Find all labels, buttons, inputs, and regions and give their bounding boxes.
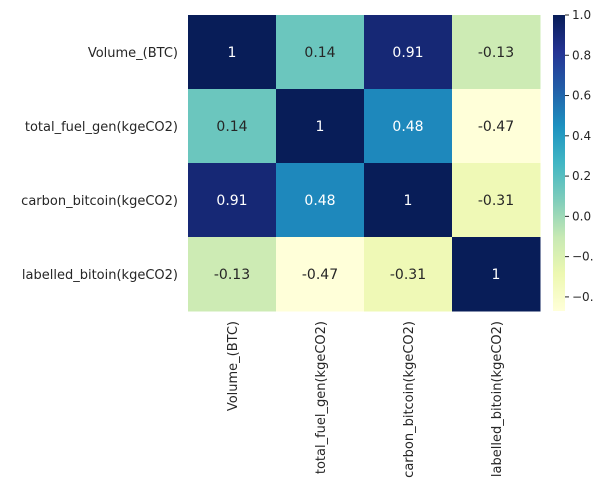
heatmap-cell [188, 15, 277, 90]
cell-annotation: 0.48 [304, 193, 335, 209]
y-tick-label: Volume_(BTC) [88, 46, 178, 61]
heatmap-annotations: 1 0.14 0.91 -0.13 0.14 1 0.48 -0.47 0.91 0.48 1 -0.… [214, 45, 514, 283]
cell-annotation: -0.13 [214, 267, 250, 283]
cell-annotation: -0.47 [478, 119, 514, 135]
cell-annotation: 1 [492, 267, 501, 283]
y-axis-tick-labels: Volume_(BTC) total_fuel_gen(kgeCO2)carbon… [21, 46, 178, 283]
heatmap-cell [276, 163, 365, 238]
x-tick-label: Volume_(BTC) [226, 321, 241, 411]
cell-annotation: -0.31 [478, 193, 514, 209]
heatmap-cell [452, 89, 541, 164]
heatmap-cell [452, 163, 541, 238]
cell-annotation: 0.91 [216, 193, 247, 209]
cell-annotation: 0.14 [304, 45, 335, 61]
heatmap-cell [276, 15, 365, 90]
colorbar-tick-label: 0.2 [572, 169, 591, 183]
cell-annotation: -0.31 [390, 267, 426, 283]
x-tick-label: total_fuel_gen(kgeCO2) [314, 321, 329, 474]
colorbar-tick-label: −0. [572, 290, 594, 304]
heatmap-cell [188, 89, 277, 164]
colorbar: 1.0 0.8 0.6 0.4 0.2 0.0 −0. −0. [553, 8, 594, 311]
colorbar-tick-label: 0.6 [572, 89, 591, 103]
cell-annotation: -0.13 [478, 45, 514, 61]
y-tick-label: labelled_bitoin(kgeCO2) [22, 268, 178, 283]
heatmap-cell [276, 89, 365, 164]
colorbar-tick-label: 1.0 [572, 8, 591, 22]
y-tick-label: total_fuel_gen(kgeCO2) [25, 120, 178, 135]
cell-annotation: 1 [228, 45, 237, 61]
heatmap-cell [364, 15, 453, 90]
x-tick-label: labelled_bitoin(kgeCO2) [490, 321, 505, 477]
heatmap-cell [364, 163, 453, 238]
colorbar-gradient [553, 15, 565, 311]
cell-annotation: 0.14 [216, 119, 247, 135]
x-axis-tick-labels: Volume_(BTC) total_fuel_gen(kgeCO2) carbon… [226, 321, 505, 478]
heatmap-cells [188, 15, 541, 312]
heatmap-cell [188, 163, 277, 238]
cell-annotation: 0.91 [392, 45, 423, 61]
heatmap-cell [276, 237, 365, 312]
heatmap-cell [364, 237, 453, 312]
cell-annotation: 0.48 [392, 119, 423, 135]
heatmap-cell [364, 89, 453, 164]
heatmap-cell [452, 15, 541, 90]
colorbar-tick-label: 0.8 [572, 48, 591, 62]
colorbar-tick-label: 0.0 [572, 209, 591, 223]
y-tick-label: carbon_bitcoin(kgeCO2) [21, 194, 178, 209]
colorbar-tick-label: −0. [572, 250, 594, 264]
x-tick-label: carbon_bitcoin(kgeCO2) [402, 321, 417, 478]
colorbar-tick-label: 0.4 [572, 129, 591, 143]
cell-annotation: 1 [316, 119, 325, 135]
heatmap-cell [452, 237, 541, 312]
cell-annotation: -0.47 [302, 267, 338, 283]
cell-annotation: 1 [404, 193, 413, 209]
heatmap-cell [188, 237, 277, 312]
